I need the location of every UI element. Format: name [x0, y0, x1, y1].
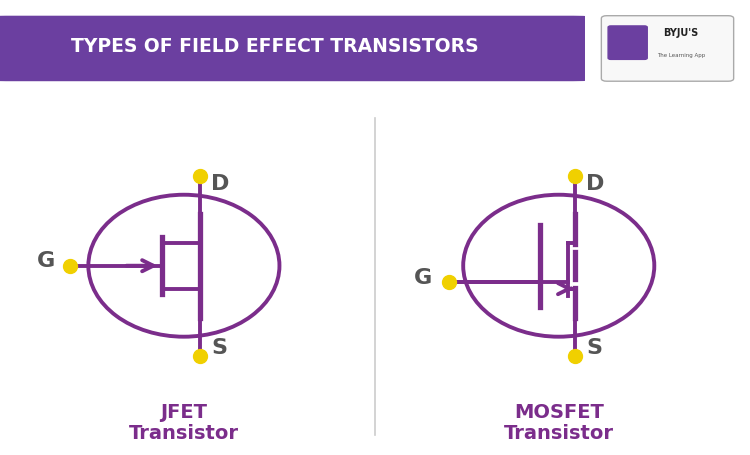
Text: G: G: [38, 251, 56, 271]
Text: D: D: [211, 174, 230, 194]
Text: TYPES OF FIELD EFFECT TRANSISTORS: TYPES OF FIELD EFFECT TRANSISTORS: [71, 37, 479, 56]
Text: G: G: [414, 268, 432, 288]
Text: S: S: [586, 338, 602, 358]
FancyBboxPatch shape: [608, 26, 647, 60]
Text: Transistor: Transistor: [504, 425, 614, 443]
Text: S: S: [211, 338, 227, 358]
Text: BYJU'S: BYJU'S: [663, 28, 699, 38]
FancyBboxPatch shape: [0, 16, 597, 81]
Text: D: D: [586, 174, 604, 194]
Text: MOSFET: MOSFET: [514, 403, 604, 421]
FancyBboxPatch shape: [602, 16, 734, 81]
Text: Transistor: Transistor: [129, 425, 239, 443]
Text: The Learning App: The Learning App: [657, 54, 705, 58]
Text: JFET: JFET: [160, 403, 208, 421]
